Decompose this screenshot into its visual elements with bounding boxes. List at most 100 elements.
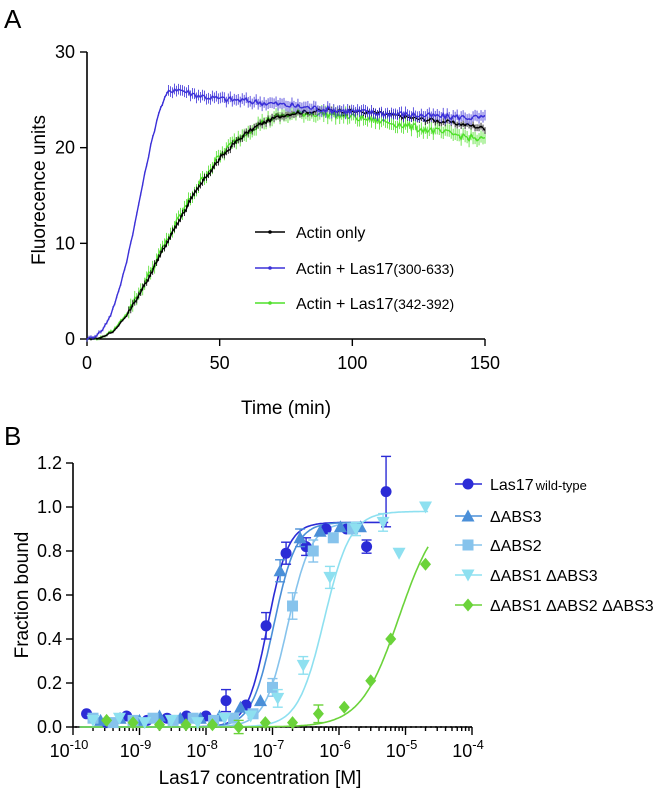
panel-a-legend-marker <box>268 230 272 234</box>
panel-b-y-tick-label: 0.8 <box>37 541 62 561</box>
panel-a-legend-label-sub: (342-392) <box>393 296 454 312</box>
panel-a-series-0-line <box>86 107 486 341</box>
panel-b-x-tick-base: 10 <box>452 741 472 761</box>
panel-a-x-tick-label: 50 <box>210 353 230 373</box>
panel-b-point <box>233 720 245 734</box>
panel-b-point <box>273 564 287 577</box>
panel-b-point <box>307 545 319 557</box>
panel-b-legend-marker <box>461 509 475 522</box>
panel-b-series-0 <box>81 455 392 729</box>
panel-a-label: A <box>4 4 22 34</box>
panel-b-legend-marker <box>462 478 474 490</box>
panel-b-y-tick-label: 0.6 <box>37 585 62 605</box>
panel-b-point <box>191 717 205 730</box>
panel-a-legend-marker <box>268 266 272 270</box>
panel-b-point <box>361 541 373 553</box>
panel-b-x-tick-label: 10-10 <box>50 737 89 761</box>
panel-b-x-tick-exp: -8 <box>206 737 218 752</box>
panel-a-y-tick-label: 0 <box>65 329 75 349</box>
panel-a-y-tick-label: 20 <box>55 138 75 158</box>
panel-b-y-tick-label: 0.4 <box>37 629 62 649</box>
panel-b-legend-label-main: Las17 <box>490 477 534 494</box>
panel-b-legend-label-sub: wild-type <box>535 478 587 493</box>
panel-b-legend-label: ΔABS1 ΔABS2 ΔABS3 <box>490 598 654 615</box>
panel-b-x-tick-exp: -6 <box>339 737 351 752</box>
panel-b-point <box>259 716 271 730</box>
panel-a-chart: Time (min) Fluorecence units 0 50 100 150 0 1… <box>29 42 500 419</box>
panel-b-x-tick-label: 10-5 <box>386 737 418 761</box>
panel-b-legend-marker <box>462 598 474 612</box>
panel-a-series-1 <box>86 83 486 342</box>
panel-b-x-tick-base: 10 <box>50 741 70 761</box>
panel-b-x-title: Las17 concentration [M] <box>159 768 362 789</box>
panel-b-point <box>420 557 432 571</box>
panel-a-legend-label-main: Actin + Las17 <box>296 261 394 278</box>
panel-b-label: B <box>4 421 21 451</box>
panel-a-legend-label: Actin only <box>296 225 365 242</box>
panel-b-legend-marker <box>462 539 474 551</box>
panel-b-x-tick-exp: -5 <box>406 737 418 752</box>
panel-b-series-4 <box>101 557 432 735</box>
panel-a-x-tick-label: 150 <box>470 353 500 373</box>
panel-b-x-tick-exp: -10 <box>70 737 89 752</box>
panel-b-point <box>392 547 406 560</box>
panel-b-point <box>147 712 159 724</box>
panel-b-point <box>138 717 152 730</box>
panel-b-point <box>267 681 278 693</box>
panel-b-legend: Las17 wild-type ΔABS3 ΔABS2 ΔABS1 ΔABS3 ΔABS1… <box>455 477 654 615</box>
panel-b-legend-label: ΔABS2 <box>490 538 542 555</box>
panel-b-point <box>233 700 247 713</box>
panel-b-x-tick-base: 10 <box>253 741 273 761</box>
panel-b-point <box>112 712 126 725</box>
panel-b-point <box>164 714 178 727</box>
panel-b-point <box>228 712 240 724</box>
panel-b-point <box>287 716 299 730</box>
panel-a-legend-label: Actin + Las17(300-633) <box>296 261 454 278</box>
panel-b-x-tick-label: 10-9 <box>120 737 152 761</box>
panel-b-point <box>107 717 119 729</box>
panel-b-fit-3 <box>79 510 429 728</box>
panel-b-point <box>280 547 292 559</box>
panel-b-point <box>385 632 397 646</box>
panel-b-point <box>260 620 272 632</box>
panel-b-x-tick-label: 10-8 <box>186 737 218 761</box>
panel-b-point <box>180 718 192 732</box>
panel-b-point <box>220 695 232 707</box>
panel-a-legend-label-main: Actin + Las17 <box>296 296 394 313</box>
panel-b-fit-4 <box>79 546 429 728</box>
panel-b-point <box>376 516 390 529</box>
panel-b-point <box>380 486 392 498</box>
panel-b-y-tick-label: 0.2 <box>37 673 62 693</box>
panel-b-point <box>349 523 363 536</box>
panel-b-x-tick-base: 10 <box>120 741 140 761</box>
panel-b-point <box>86 714 100 727</box>
panel-b-point <box>333 520 347 533</box>
panel-b-y-tick-label: 1.2 <box>37 453 62 473</box>
panel-a-y-tick-label: 10 <box>55 233 75 253</box>
panel-b-y-tick-label: 1.0 <box>37 497 62 517</box>
panel-b-point <box>287 600 299 612</box>
panel-b-point <box>313 524 327 537</box>
panel-b-x-tick-label: 10-4 <box>452 737 484 761</box>
panel-b-point <box>296 659 310 672</box>
panel-a-legend-label: Actin + Las17(342-392) <box>296 296 454 313</box>
panel-b-x-tick-exp: -4 <box>472 737 484 752</box>
panel-a-x-tick-label: 100 <box>337 353 367 373</box>
panel-b-x-tick-exp: -9 <box>140 737 152 752</box>
panel-b-fit-1 <box>79 521 363 728</box>
panel-b-point <box>218 712 232 725</box>
panel-b-point <box>101 713 113 727</box>
panel-b-y-title: Fraction bound <box>12 532 33 659</box>
panel-a-y-tick-label: 30 <box>55 42 75 62</box>
panel-b-point <box>419 501 433 514</box>
panel-b-point <box>365 674 377 688</box>
panel-b-legend-label: ΔABS3 <box>490 509 542 526</box>
panel-b-point <box>338 700 350 714</box>
panel-b-point <box>327 532 339 544</box>
panel-b-chart: Las17 concentration [M] Fraction bound 1… <box>12 453 654 789</box>
panel-b-legend-label: ΔABS1 ΔABS3 <box>490 568 598 585</box>
panel-b-x-tick-label: 10-6 <box>319 737 351 761</box>
panel-b-x-tick-label: 10-7 <box>253 737 285 761</box>
panel-b-point <box>127 716 139 730</box>
